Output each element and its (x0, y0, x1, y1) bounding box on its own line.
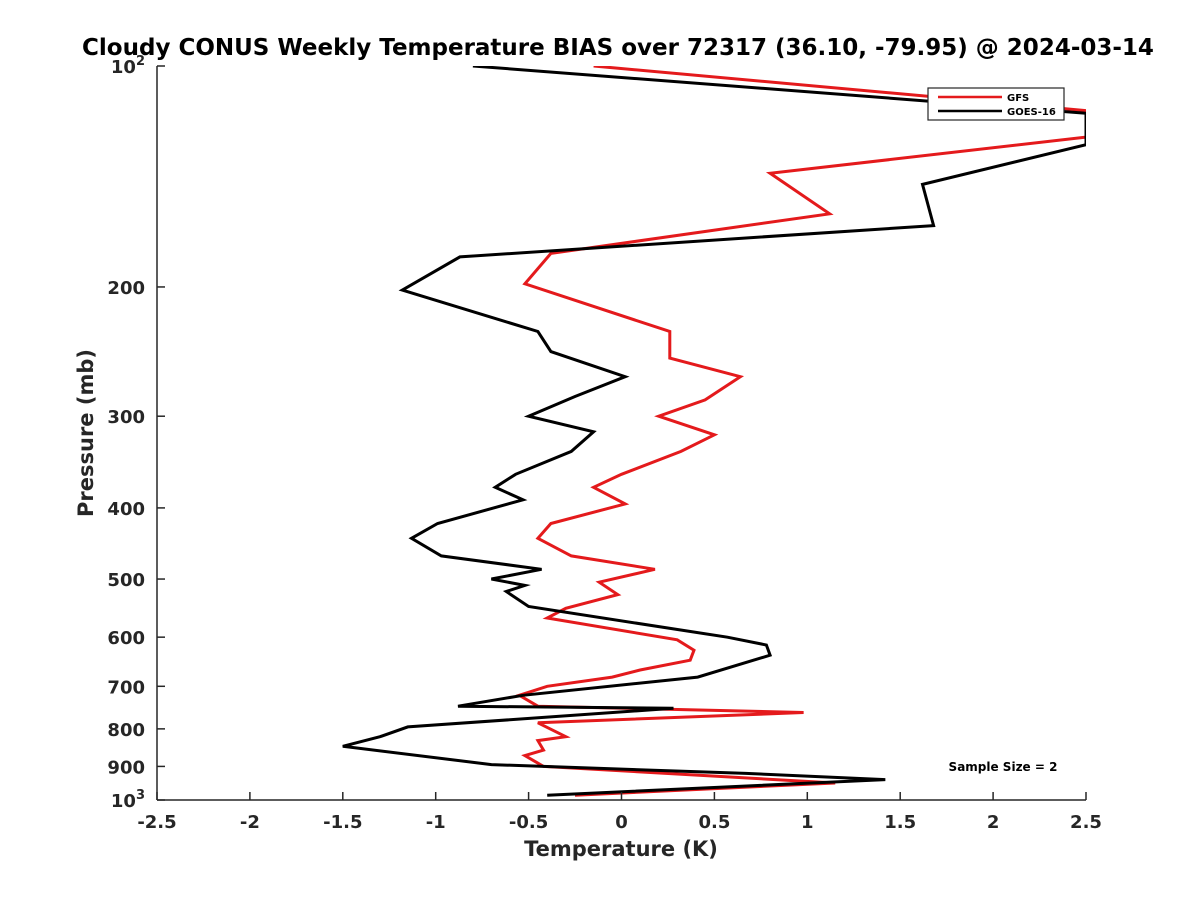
x-tick-label: 0 (615, 812, 628, 833)
x-tick-label: -2 (240, 812, 260, 833)
series-line-gfs (515, 66, 1086, 797)
y-axis-label: Pressure (mb) (74, 349, 98, 517)
x-axis-label: Temperature (K) (524, 837, 718, 861)
y-tick-label: 600 (107, 628, 145, 649)
y-tick-label: 500 (107, 570, 145, 591)
y-tick-label: 300 (107, 407, 145, 428)
legend: GFS GOES-16 (927, 87, 1065, 121)
y-tick-label: 200 (107, 278, 145, 299)
y-tick-label: 900 (107, 757, 145, 778)
legend-label: GFS (1007, 93, 1029, 104)
legend-box (927, 87, 1065, 121)
plot-area: -2.5 -2 -1.5 -1 -0.5 0 0.5 1 1.5 2 2.5 102 200 300 40… (107, 54, 1102, 833)
y-tick-label: 400 (107, 499, 145, 520)
x-tick-label: -1.5 (323, 812, 362, 833)
x-tick-label: 2.5 (1070, 812, 1102, 833)
x-tick-label: 0.5 (698, 812, 730, 833)
y-tick-label: 102 (111, 54, 145, 78)
x-ticks: -2.5 -2 -1.5 -1 -0.5 0 0.5 1 1.5 2 2.5 (137, 792, 1102, 833)
y-tick-label: 700 (107, 677, 145, 698)
y-ticks: 102 200 300 400 500 600 700 800 900 103 (107, 54, 165, 812)
x-tick-label: 2 (987, 812, 1000, 833)
x-tick-label: -2.5 (137, 812, 176, 833)
series-layer (342, 66, 1086, 797)
y-tick-label: 103 (111, 788, 145, 812)
legend-items: GFS GOES-16 (938, 93, 1056, 118)
y-tick-label: 800 (107, 720, 145, 741)
x-tick-label: 1.5 (884, 812, 916, 833)
x-tick-label: -0.5 (509, 812, 548, 833)
x-tick-label: -1 (426, 812, 446, 833)
series-line-goes-16 (342, 66, 1086, 797)
x-tick-label: 1 (801, 812, 814, 833)
legend-label: GOES-16 (1007, 107, 1056, 118)
sample-size-annotation: Sample Size = 2 (949, 760, 1058, 774)
chart-title: Cloudy CONUS Weekly Temperature BIAS ove… (82, 35, 1154, 61)
